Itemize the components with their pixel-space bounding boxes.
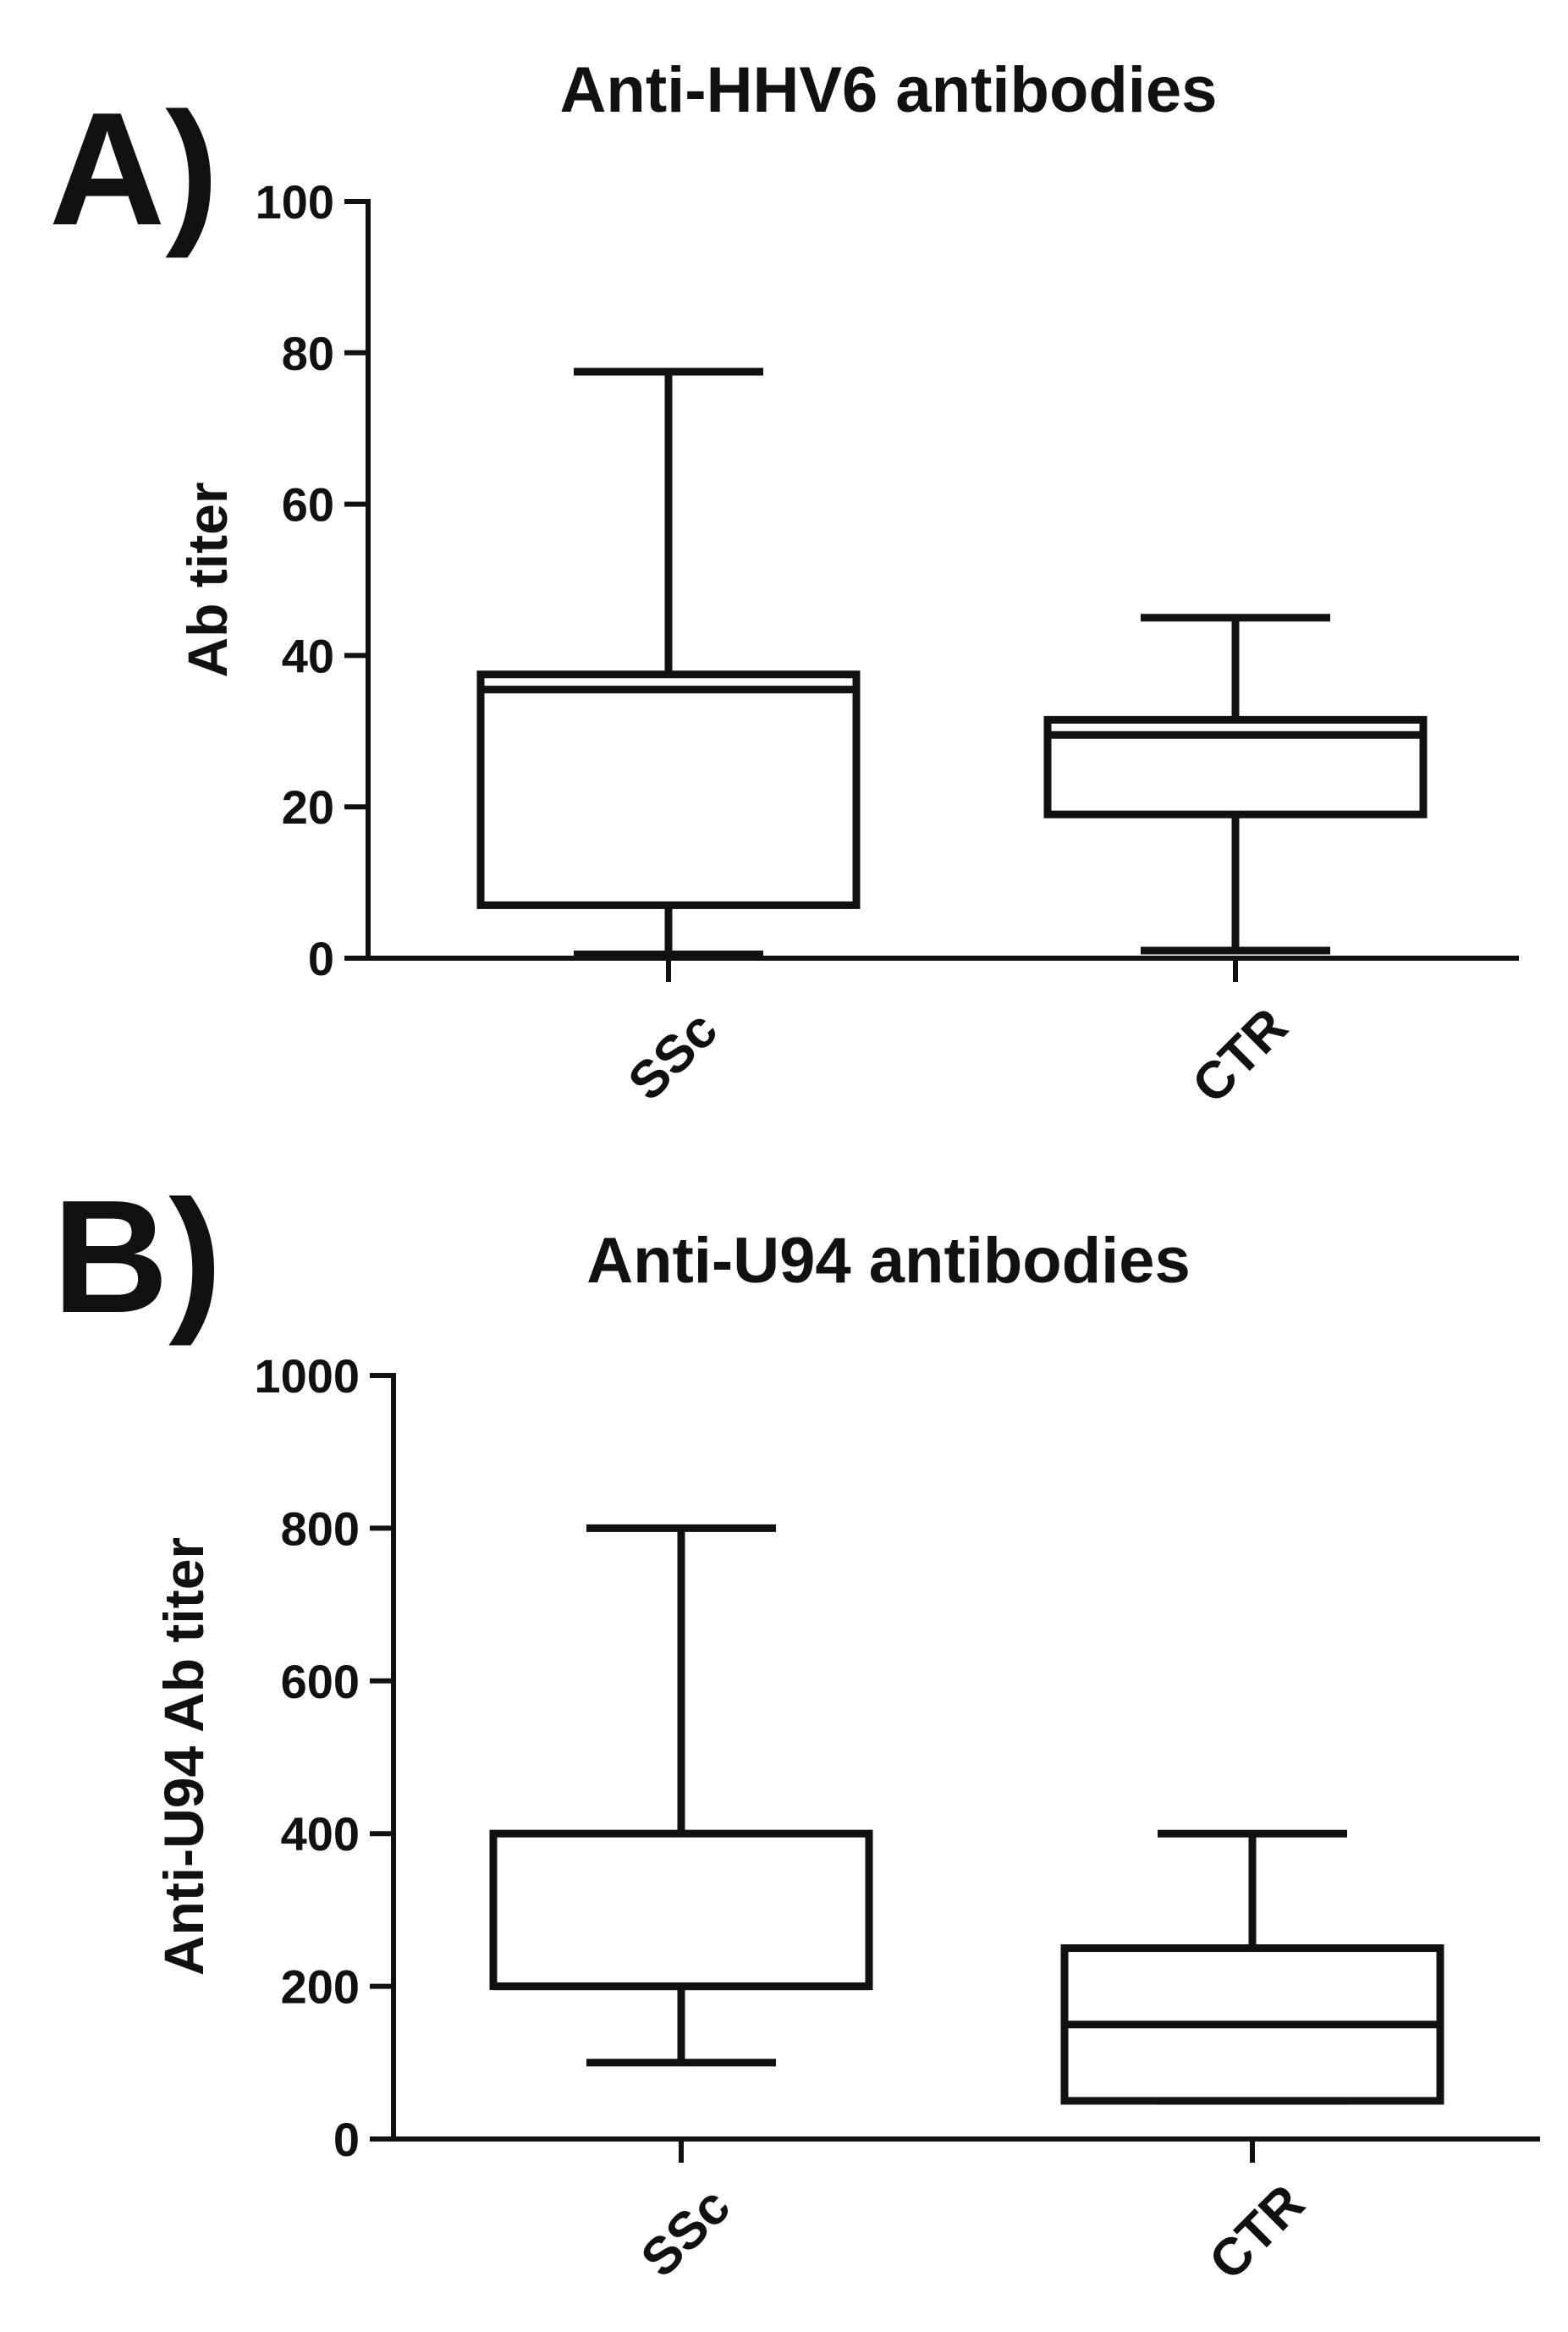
y-tick-label: 1000: [254, 1349, 360, 1403]
y-tick-label: 0: [333, 2113, 360, 2166]
x-tick-label-ssc: SSc: [618, 1001, 729, 1112]
chart-title: Anti-U94 antibodies: [586, 1225, 1191, 1297]
chart-anti-hhv6: Anti-HHV6 antibodies Ab titer 0 20 40 60 80 100…: [176, 54, 1519, 1115]
y-tick-label: 600: [281, 1655, 360, 1708]
panel-letter-b: B): [52, 1167, 222, 1347]
y-tick-label: 20: [282, 780, 334, 834]
iqr-box: [476, 670, 861, 909]
y-tick-label: 40: [282, 629, 334, 682]
x-tick-label-ctr: CTR: [1198, 2174, 1316, 2291]
chart-anti-u94: Anti-U94 antibodies Anti-U94 Ab titer 0 200…: [152, 1225, 1540, 2291]
x-tick-label-ctr: CTR: [1181, 997, 1299, 1115]
box-ssc: [476, 367, 861, 959]
box-ctr: [1060, 1829, 1444, 2105]
y-tick-label: 80: [282, 327, 334, 380]
panel-letter-a: A): [49, 80, 218, 259]
y-tick-label: 0: [308, 932, 334, 985]
chart-title: Anti-HHV6 antibodies: [560, 54, 1218, 126]
x-tick-label-ssc: SSc: [630, 2177, 742, 2289]
iqr-box: [489, 1829, 873, 1991]
box-ctr: [1043, 614, 1428, 955]
y-tick-label: 60: [282, 478, 334, 532]
y-tick-label: 800: [281, 1502, 360, 1555]
y-axis-label: Anti-U94 Ab titer: [152, 1537, 215, 1976]
y-axis-label: Ab titer: [176, 482, 239, 678]
y-tick-label: 400: [281, 1807, 360, 1861]
y-tick-label: 200: [281, 1960, 360, 2014]
y-tick-label: 100: [256, 175, 334, 229]
box-ssc: [489, 1524, 873, 2067]
